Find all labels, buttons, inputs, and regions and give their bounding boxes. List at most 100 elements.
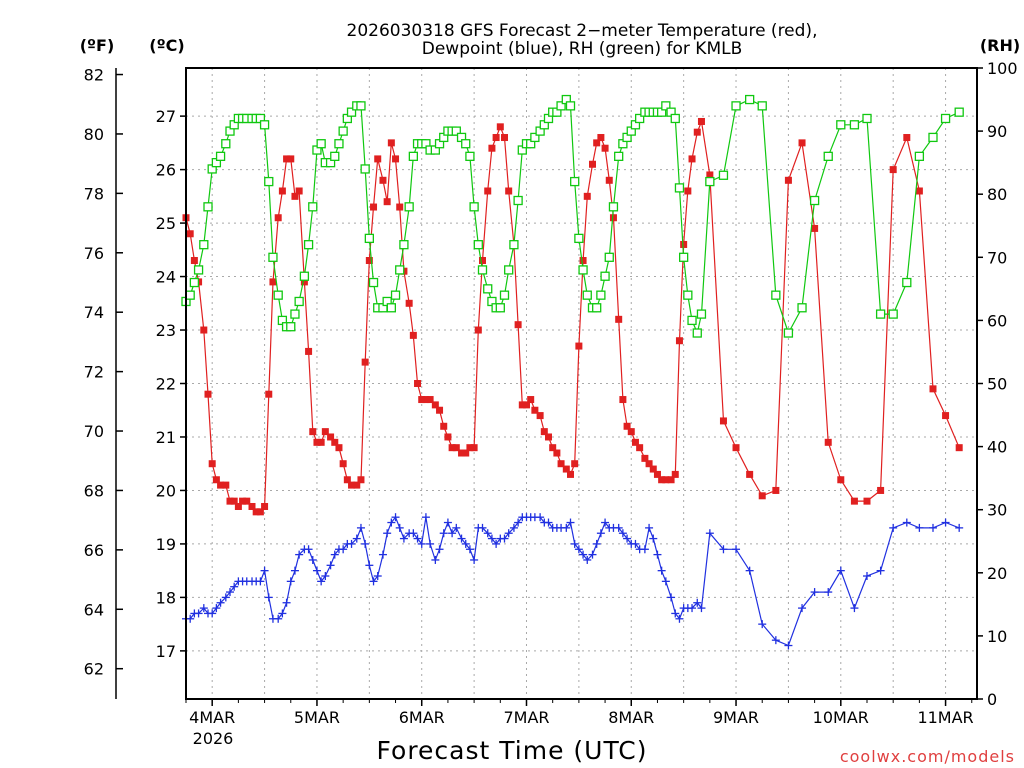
temperature-point [623,422,631,430]
dewpoint-point [256,577,265,586]
unit-label-rh: (RH) [980,36,1020,55]
temperature-point [392,155,400,163]
temperature-point [649,465,657,473]
temperature-point [436,406,444,414]
celsius-tick-label: 20 [156,481,176,500]
dewpoint-point [230,582,239,591]
rh-point [395,265,405,275]
celsius-tick-label: 25 [156,214,176,233]
temperature-point [309,428,317,436]
dewpoint-point [443,518,452,527]
dewpoint-point [601,518,610,527]
temperature-point [536,412,544,420]
rh-point [203,202,213,212]
dewpoint-point [955,523,964,532]
temperature-point [239,497,247,505]
rh-point [264,176,274,187]
rh-point [299,271,310,281]
rh-point [687,315,697,326]
temperature-point [615,315,623,323]
dewpoint-point [435,545,444,554]
temperature-point [370,203,378,211]
temperature-point [505,187,513,195]
fahrenheit-tick-label: 68 [84,481,104,500]
rh-point [364,233,374,244]
rh-point [504,265,514,275]
rh-point [469,202,479,212]
dewpoint-point [383,529,392,538]
temperature-point [200,326,208,334]
dewpoint-point [536,513,545,522]
rh-point [386,303,396,313]
dewpoint-point [487,534,496,543]
temperature-point [448,444,456,452]
rh-tick-label: 80 [987,185,1007,204]
rh-point [678,252,689,262]
rh-point [582,290,592,300]
temperature-point [357,476,365,484]
celsius-tick-label: 27 [156,107,176,126]
dewpoint-point [810,588,819,597]
temperature-point [636,444,644,452]
temperature-point [641,454,649,462]
dewpoint-point [330,550,339,559]
temperature-point [579,257,587,265]
dewpoint-point [732,545,741,554]
unit-label-celsius: (ºC) [149,36,184,55]
temperature-point [955,444,963,452]
fahrenheit-tick-label: 80 [84,125,104,144]
temperature-point [365,257,373,265]
temperature-point [645,460,653,468]
fahrenheit-tick-label: 62 [84,660,104,679]
fahrenheit-tick-label: 66 [84,541,104,560]
temperature-point [186,230,194,238]
dewpoint-point [798,604,807,613]
temperature-point [601,144,609,152]
temperature-point [719,417,727,425]
dewpoint-point [470,555,479,564]
dewpoint-point [928,523,937,532]
temperature-point [597,134,605,142]
rh-point [334,139,344,149]
rh-point [757,101,767,111]
rh-point [670,113,680,124]
dewpoint-point [544,518,553,527]
rh-tick-label: 70 [987,248,1007,267]
dewpoint-point [216,598,225,607]
dewpoint-point [504,529,513,538]
temperature-point [784,176,792,184]
chart-title-line1: 2026030318 GFS Forecast 2−meter Temperat… [347,21,818,41]
dewpoint-point [649,534,658,543]
dewpoint-point [264,593,273,602]
dewpoint-point [194,609,203,618]
dewpoint-point [570,539,579,548]
temperature-point [374,155,382,163]
fahrenheit-tick-label: 70 [84,422,104,441]
rh-tick-label: 100 [987,59,1018,78]
rh-point [286,322,296,332]
rh-point [600,271,610,281]
dewpoint-point [671,609,680,618]
dewpoint-point [426,539,435,548]
dewpoint-point [439,529,448,538]
x-tick-label: 10MAR [813,708,869,727]
temperature-point [405,299,413,307]
dewpoint-point [614,523,623,532]
temperature-point [348,481,356,489]
series-layer [181,94,964,650]
rh-point [477,265,488,275]
celsius-tick-label: 18 [156,588,176,607]
temperature-point [798,139,806,147]
temperature-point [204,390,212,398]
temperature-point [675,337,683,345]
temperature-point [658,476,666,484]
fahrenheit-tick-label: 78 [84,184,104,203]
dewpoint-point [286,577,295,586]
dewpoint-point [889,523,898,532]
dewpoint-point [326,561,335,570]
dewpoint-point [347,539,356,548]
temperature-point [903,134,911,142]
rh-point [661,101,671,111]
rh-tick-label: 50 [987,375,1007,394]
celsius-tick-label: 22 [156,375,176,394]
